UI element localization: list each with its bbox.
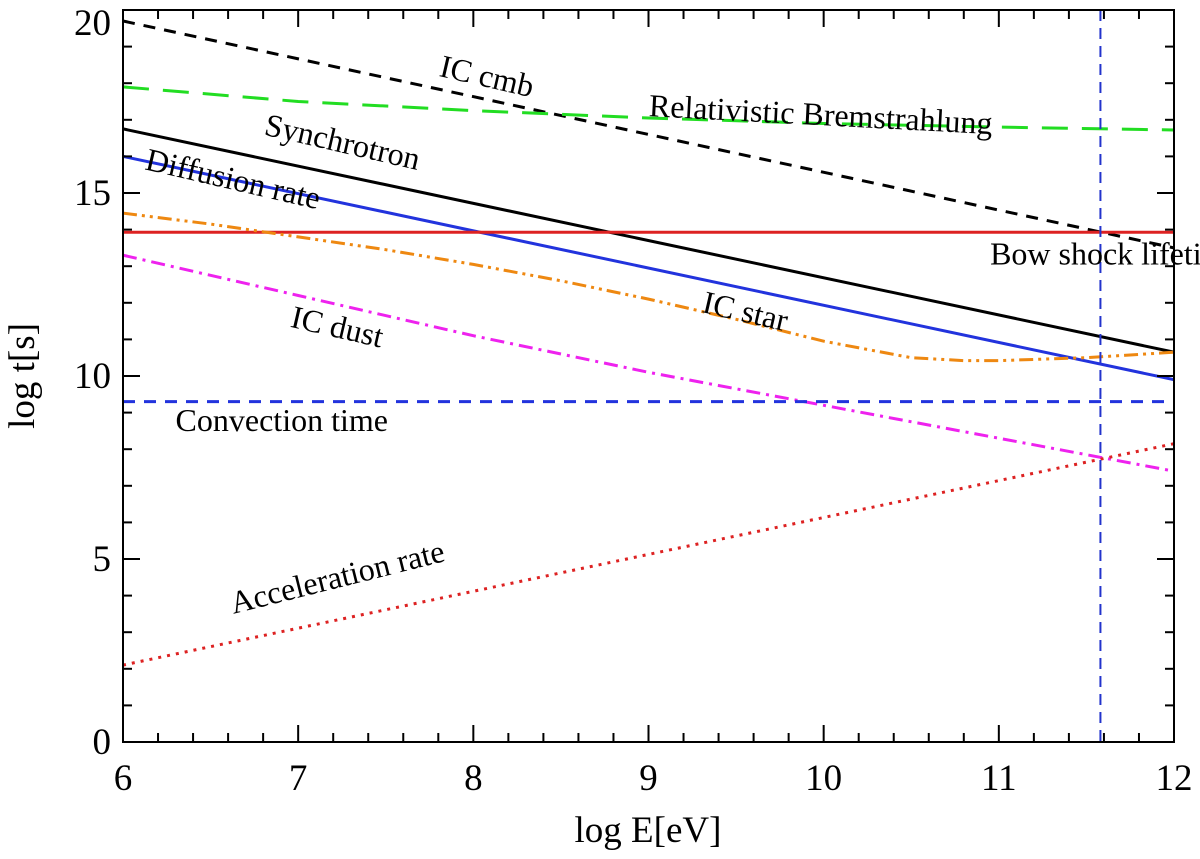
x-tick-label: 12 — [1156, 758, 1193, 799]
y-axis-title: log t[s] — [2, 323, 43, 429]
y-tick-label: 0 — [93, 722, 112, 763]
y-tick-label: 10 — [74, 356, 111, 397]
series-line-relativistic-bremstrahlung — [123, 85, 1174, 132]
series-line-ic-dust — [123, 253, 1174, 473]
y-tick-label: 20 — [74, 3, 111, 44]
series-line-synchrotron — [123, 127, 1174, 354]
curve-label-acceleration-rate: Acceleration rate — [226, 533, 448, 621]
series-line-acceleration-rate — [123, 442, 1174, 667]
curve-label-synchrotron: Synchrotron — [262, 106, 424, 177]
x-tick-label: 7 — [289, 758, 308, 799]
curve-label-ic-cmb: IC cmb — [437, 48, 538, 104]
y-tick-label: 5 — [93, 539, 112, 580]
plot-lines — [123, 10, 1174, 742]
curve-label-convection-time: Convection time — [176, 402, 388, 438]
x-tick-label: 9 — [639, 758, 658, 799]
tick-labels: 6 7 8 9 10 11 12 0 5 10 15 20 — [74, 3, 1193, 799]
x-axis-title: log E[eV] — [575, 810, 722, 851]
x-tick-label: 10 — [805, 758, 842, 799]
series-line-ic-cmb — [123, 19, 1174, 250]
series-line-ic-star — [123, 211, 1174, 363]
curve-label-bow-shock-lifetime: Bow shock lifetime — [990, 235, 1200, 271]
curve-label-relativistic-bremstrahlung: Relativistic Bremstrahlung — [648, 87, 993, 141]
axis-ticks — [122, 9, 1175, 743]
x-tick-label: 8 — [464, 758, 483, 799]
x-tick-label: 6 — [114, 758, 133, 799]
x-tick-label: 11 — [981, 758, 1017, 799]
series-line-diffusion-rate — [123, 154, 1174, 382]
plot-frame — [122, 9, 1175, 743]
curve-labels: IC cmb Relativistic Bremstrahlung Synchrot… — [142, 48, 1200, 621]
curve-label-ic-star: IC star — [699, 284, 791, 339]
y-tick-label: 15 — [74, 173, 111, 214]
curve-label-ic-dust: IC dust — [288, 298, 387, 354]
